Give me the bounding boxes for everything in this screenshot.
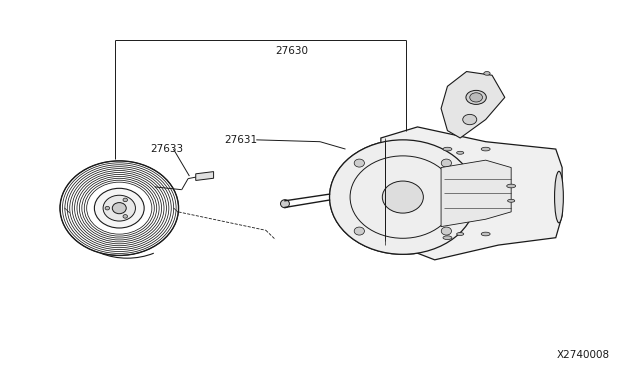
Ellipse shape bbox=[466, 90, 486, 105]
Ellipse shape bbox=[484, 71, 490, 75]
Ellipse shape bbox=[94, 188, 144, 228]
Ellipse shape bbox=[481, 147, 490, 151]
Ellipse shape bbox=[507, 184, 516, 188]
Ellipse shape bbox=[382, 181, 423, 213]
Ellipse shape bbox=[330, 140, 476, 254]
Ellipse shape bbox=[105, 206, 109, 210]
Ellipse shape bbox=[112, 203, 126, 214]
Ellipse shape bbox=[470, 93, 483, 102]
Polygon shape bbox=[441, 160, 511, 227]
Polygon shape bbox=[441, 71, 505, 138]
Ellipse shape bbox=[481, 232, 490, 236]
Polygon shape bbox=[381, 127, 562, 260]
Ellipse shape bbox=[443, 147, 452, 151]
Text: 27631: 27631 bbox=[224, 135, 257, 145]
Ellipse shape bbox=[354, 159, 364, 167]
Ellipse shape bbox=[441, 159, 451, 167]
Ellipse shape bbox=[123, 198, 127, 202]
Ellipse shape bbox=[330, 140, 476, 254]
Ellipse shape bbox=[456, 232, 464, 235]
Ellipse shape bbox=[280, 200, 289, 208]
Polygon shape bbox=[196, 171, 214, 180]
Ellipse shape bbox=[456, 151, 464, 154]
Ellipse shape bbox=[443, 236, 452, 240]
Text: 27630: 27630 bbox=[275, 46, 308, 56]
Ellipse shape bbox=[103, 195, 136, 221]
Text: 27633: 27633 bbox=[150, 144, 184, 154]
Ellipse shape bbox=[555, 171, 563, 223]
Ellipse shape bbox=[354, 227, 364, 235]
Ellipse shape bbox=[463, 114, 477, 125]
Ellipse shape bbox=[508, 199, 515, 202]
Text: X2740008: X2740008 bbox=[557, 350, 610, 359]
Ellipse shape bbox=[382, 181, 423, 213]
Ellipse shape bbox=[123, 215, 127, 218]
Ellipse shape bbox=[441, 227, 451, 235]
